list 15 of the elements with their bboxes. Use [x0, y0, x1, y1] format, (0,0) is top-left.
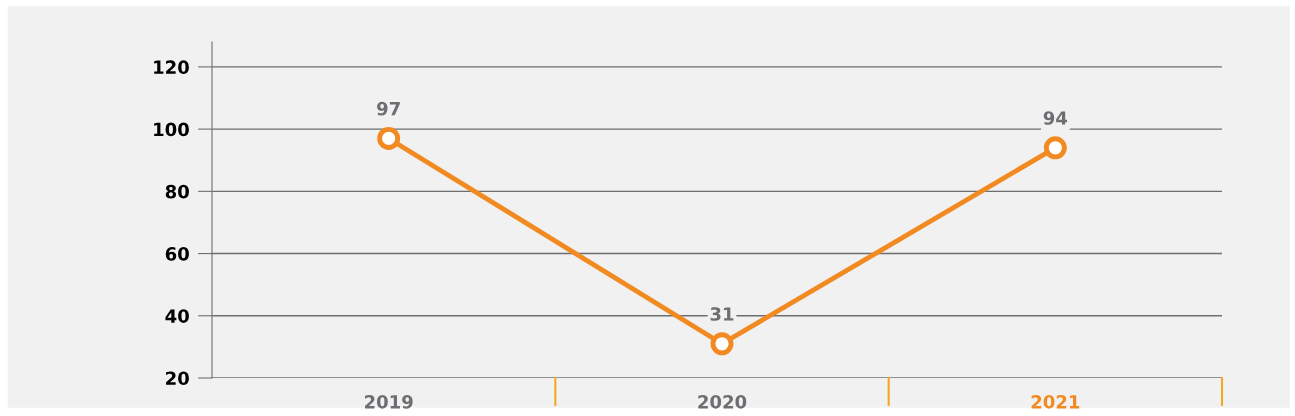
data-label: 31	[710, 307, 734, 321]
point	[1043, 136, 1067, 160]
y-tick-label: 40	[165, 309, 189, 323]
x-tick-label: 2019	[364, 394, 413, 409]
data-label: 97	[377, 101, 400, 116]
y-tick-label: 100	[154, 122, 189, 137]
y-tick-label: 80	[165, 184, 189, 199]
y-tick-label: 120	[154, 60, 189, 75]
point	[710, 332, 734, 356]
data-label: 94	[1043, 111, 1068, 125]
x-tick-label: 2021	[1031, 394, 1080, 409]
y-tick-label: 60	[165, 247, 189, 261]
point	[377, 126, 401, 150]
x-tick-label: 2020	[698, 394, 747, 409]
y-tick-label: 20	[166, 371, 189, 386]
